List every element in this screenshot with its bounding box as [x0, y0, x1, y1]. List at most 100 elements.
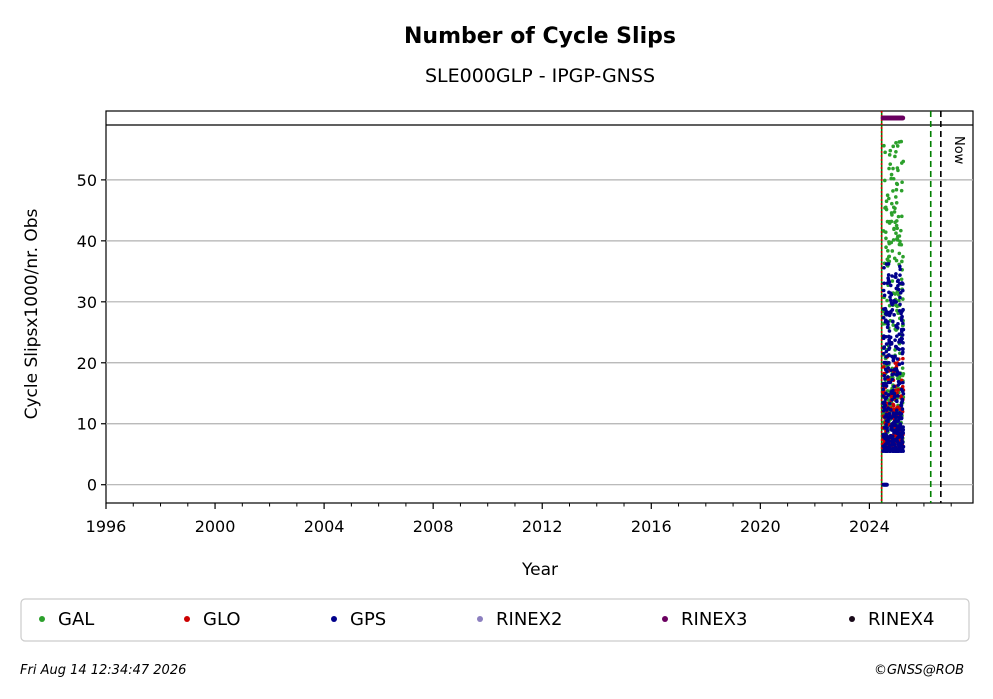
data-point: [884, 334, 888, 339]
data-point: [884, 422, 888, 427]
data-point: [900, 366, 905, 370]
data-point: [886, 273, 891, 277]
data-point: [898, 412, 903, 416]
data-point: [895, 304, 900, 309]
data-point: [886, 380, 891, 385]
data-point: [897, 234, 902, 238]
data-point: [883, 150, 887, 155]
data-point: [891, 323, 896, 327]
data-point: [886, 366, 891, 370]
data-point: [895, 436, 900, 440]
data-point: [890, 377, 895, 382]
data-point: [897, 251, 902, 256]
data-point: [887, 339, 892, 343]
legend: [20, 598, 970, 642]
data-point: [896, 388, 901, 392]
legend-label: GLO: [203, 609, 241, 630]
data-point: [884, 199, 889, 204]
data-point: [896, 383, 901, 387]
data-point: [892, 367, 897, 372]
data-point: [884, 262, 889, 266]
legend-label: GPS: [350, 609, 386, 630]
legend-label: RINEX4: [868, 609, 934, 630]
data-point: [898, 302, 902, 307]
data-point: [894, 201, 899, 205]
data-point: [887, 254, 892, 259]
data-point: [885, 440, 889, 444]
data-point: [898, 264, 902, 269]
data-point: [896, 429, 900, 433]
data-point: [882, 178, 887, 183]
y-axis-ticks: 0 10 20 30 40 50: [77, 171, 106, 495]
data-point: [892, 429, 896, 433]
legend-marker: [477, 616, 483, 622]
data-point: [899, 415, 903, 420]
data-point: [896, 278, 901, 283]
data-point: [894, 195, 898, 199]
data-point: [893, 154, 897, 159]
data-point: [887, 346, 892, 350]
data-point: [883, 206, 887, 210]
data-point: [890, 274, 894, 278]
data-point: [894, 231, 898, 236]
data-point: [895, 357, 900, 361]
data-point: [895, 182, 900, 187]
data-point: [892, 414, 897, 419]
data-point: [886, 392, 891, 397]
data-point: [899, 277, 904, 282]
data-point: [882, 266, 886, 270]
data-point: [881, 387, 886, 392]
data-point: [891, 301, 895, 306]
chart-title: Number of Cycle Slips: [404, 24, 676, 49]
data-point: [886, 249, 890, 253]
data-point: [900, 447, 905, 452]
data-point: [901, 380, 905, 385]
data-point: [891, 166, 895, 171]
data-point: [893, 419, 897, 423]
data-point: [889, 211, 894, 215]
data-point: [894, 141, 898, 145]
data-point: [897, 332, 902, 336]
data-point: [881, 435, 886, 439]
legend-label: GAL: [58, 609, 94, 630]
data-point: [896, 322, 900, 326]
data-point: [886, 322, 890, 327]
data-point: [899, 443, 904, 447]
data-point: [885, 325, 890, 330]
data-point: [891, 403, 896, 408]
data-point: [894, 223, 899, 228]
data-point: [895, 237, 899, 241]
data-point: [893, 437, 897, 442]
footer-copyright: ©GNSS@ROB: [874, 663, 964, 678]
data-point: [889, 240, 894, 245]
data-point: [895, 144, 900, 148]
data-point: [899, 242, 904, 247]
data-point: [891, 144, 896, 149]
y-tick-label: 0: [87, 476, 97, 495]
data-point: [882, 402, 887, 407]
data-point: [887, 329, 892, 333]
data-point: [888, 162, 893, 166]
data-point: [899, 228, 903, 233]
data-point: [898, 427, 903, 431]
data-point: [894, 300, 898, 304]
data-point: [884, 342, 889, 346]
data-point: [890, 397, 894, 402]
data-point: [895, 334, 899, 338]
data-point: [882, 373, 887, 378]
now-label: Now: [951, 136, 966, 165]
data-point: [891, 238, 896, 242]
data-point: [893, 445, 898, 449]
data-point: [887, 166, 891, 171]
data-point: [892, 384, 896, 389]
data-point: [893, 354, 897, 359]
data-point: [887, 280, 891, 285]
data-point: [890, 279, 895, 283]
data-point: [886, 406, 891, 410]
data-point: [895, 226, 899, 231]
data-point: [900, 333, 905, 337]
data-point: [894, 258, 899, 263]
plot-area: [105, 110, 974, 504]
x-tick-label: 2008: [413, 517, 454, 536]
